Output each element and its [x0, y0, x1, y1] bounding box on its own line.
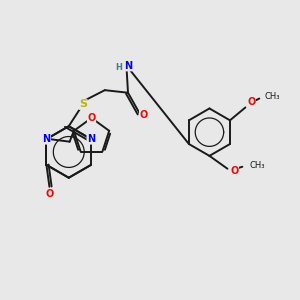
Text: N: N: [87, 134, 95, 144]
Text: CH₃: CH₃: [249, 161, 265, 170]
Text: O: O: [230, 166, 238, 176]
Text: N: N: [124, 61, 132, 71]
Text: CH₃: CH₃: [264, 92, 280, 101]
Text: O: O: [87, 113, 96, 123]
Text: S: S: [79, 99, 87, 109]
Text: N: N: [42, 134, 50, 144]
Text: O: O: [140, 110, 148, 120]
Text: O: O: [247, 98, 256, 107]
Text: O: O: [45, 189, 53, 199]
Text: H: H: [116, 63, 122, 72]
